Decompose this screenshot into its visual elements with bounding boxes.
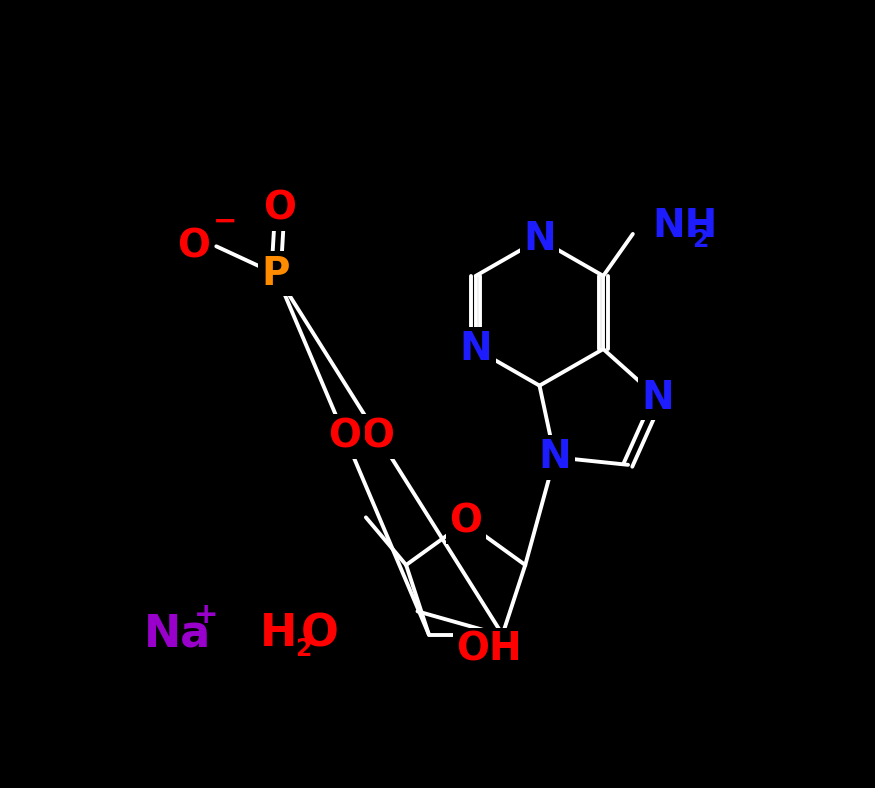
Text: Na: Na (144, 612, 211, 655)
Text: 2: 2 (692, 228, 709, 252)
Text: N: N (523, 221, 556, 258)
Text: N: N (459, 330, 492, 368)
Text: N: N (641, 379, 675, 417)
Text: −: − (214, 208, 238, 236)
Text: OH: OH (456, 630, 522, 669)
Text: +: + (194, 601, 219, 629)
Text: O: O (328, 417, 361, 455)
Text: O: O (177, 227, 210, 266)
Text: NH: NH (652, 207, 718, 245)
Text: H: H (260, 612, 297, 655)
Text: O: O (449, 503, 482, 541)
Text: P: P (262, 255, 290, 293)
Text: O: O (361, 417, 395, 455)
Text: O: O (263, 190, 297, 228)
Text: 2: 2 (295, 637, 311, 661)
Text: N: N (538, 438, 571, 476)
Text: O: O (301, 612, 340, 655)
